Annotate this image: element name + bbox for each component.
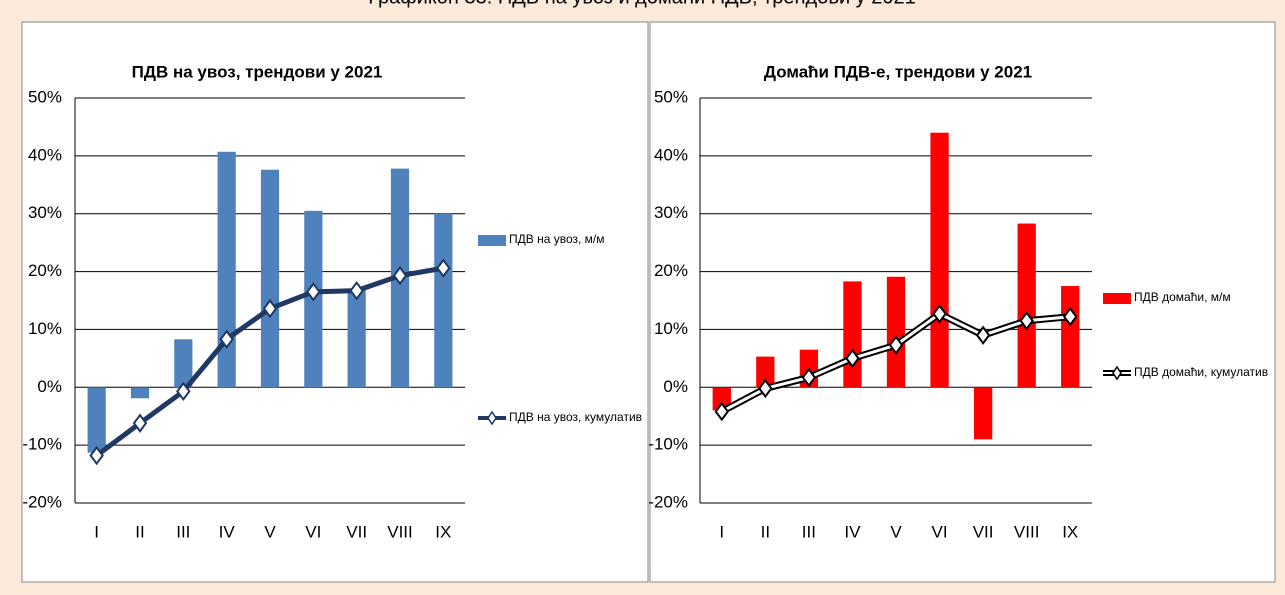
marker <box>801 367 817 388</box>
chart-title: Домаћи ПДВ-е, трендови у 2021 <box>764 62 1032 81</box>
y-tick-label: 50% <box>28 87 62 106</box>
bar <box>930 132 949 388</box>
bar <box>973 387 993 440</box>
marker <box>1062 307 1078 327</box>
y-tick-label: 50% <box>654 87 688 106</box>
marker <box>888 335 904 355</box>
x-tick-label: VI <box>932 522 948 541</box>
marker <box>436 258 451 278</box>
x-tick-label: VI <box>305 522 321 541</box>
x-tick-label: IX <box>1062 522 1078 541</box>
bar <box>886 276 906 388</box>
x-tick-label: VII <box>973 522 994 541</box>
bar <box>1017 223 1036 388</box>
marker <box>262 298 278 319</box>
marker <box>89 445 104 466</box>
x-tick-label: VIII <box>387 522 413 541</box>
x-tick-label: V <box>890 522 902 541</box>
legend-label: ПДВ на увоз, м/м <box>509 232 605 246</box>
bar <box>1061 286 1080 388</box>
bar <box>843 281 862 388</box>
bar <box>347 288 366 388</box>
y-tick-label: 0% <box>663 377 688 396</box>
legend-label: ПДВ домаћи, кумулатив <box>1134 365 1268 379</box>
x-tick-label: IV <box>219 522 236 541</box>
y-tick-label: 30% <box>28 203 62 222</box>
legend-label: ПДВ домаћи, м/м <box>1134 290 1231 304</box>
bar <box>712 387 731 411</box>
y-tick-label: 10% <box>28 319 62 338</box>
marker <box>349 280 364 301</box>
x-tick-label: IX <box>435 522 451 541</box>
marker <box>176 381 191 402</box>
x-tick-label: I <box>719 522 724 541</box>
y-tick-label: 30% <box>654 203 688 222</box>
panel <box>21 21 649 583</box>
marker <box>975 325 991 345</box>
page-title: Графикон 33: ПДВ на увоз и домаћи ПДВ, т… <box>368 0 915 8</box>
y-tick-label: -10% <box>648 435 688 454</box>
bar <box>434 213 453 388</box>
legend-label: ПДВ на увоз, кумулатив <box>509 410 642 424</box>
x-tick-label: II <box>761 522 770 541</box>
legend-swatch <box>478 235 506 246</box>
marker <box>132 413 148 433</box>
y-tick-label: 40% <box>654 145 688 164</box>
marker <box>219 329 234 349</box>
marker <box>714 401 730 422</box>
marker <box>306 282 321 302</box>
marker <box>932 304 947 324</box>
x-tick-label: I <box>94 522 99 541</box>
legend-swatch <box>1103 293 1131 304</box>
x-tick-label: III <box>176 522 190 541</box>
x-tick-label: III <box>802 522 816 541</box>
x-tick-label: II <box>135 522 144 541</box>
panel <box>649 21 1276 583</box>
marker <box>845 348 860 369</box>
y-tick-label: 10% <box>654 319 688 338</box>
y-tick-label: 0% <box>37 377 62 396</box>
bar <box>87 387 106 453</box>
x-tick-label: VIII <box>1014 522 1040 541</box>
marker <box>758 378 773 399</box>
y-tick-label: -10% <box>22 435 62 454</box>
bar <box>174 339 193 388</box>
chart-title: ПДВ на увоз, трендови у 2021 <box>132 62 383 81</box>
legend-marker <box>487 410 497 426</box>
marker <box>392 265 408 286</box>
bar <box>756 356 775 388</box>
bar <box>130 387 150 399</box>
legend-marker <box>1112 365 1122 381</box>
y-tick-label: 20% <box>654 261 688 280</box>
y-tick-label: -20% <box>22 492 62 511</box>
y-tick-label: -20% <box>648 492 688 511</box>
bar <box>260 169 280 388</box>
bar <box>217 151 236 388</box>
y-tick-label: 40% <box>28 145 62 164</box>
x-tick-label: V <box>264 522 276 541</box>
x-tick-label: VII <box>346 522 367 541</box>
marker <box>1019 311 1034 331</box>
x-tick-label: IV <box>844 522 861 541</box>
y-tick-label: 20% <box>28 261 62 280</box>
